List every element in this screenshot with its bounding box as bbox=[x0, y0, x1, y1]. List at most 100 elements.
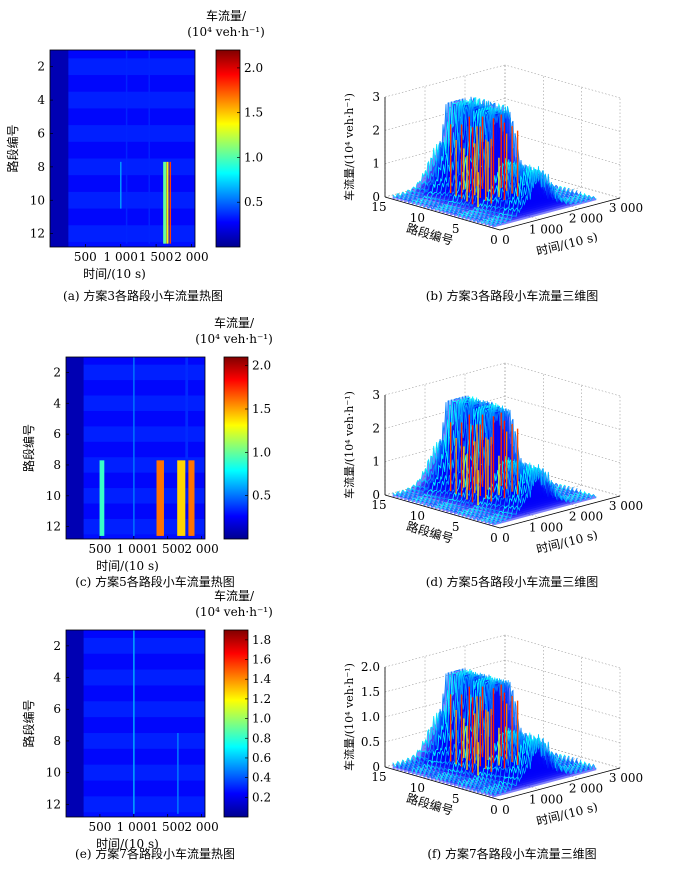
heatmap-row-band bbox=[83, 748, 205, 765]
caption: (d) 方案5各路段小车流量三维图 bbox=[426, 574, 599, 589]
surface-fill bbox=[492, 738, 597, 798]
grid-line bbox=[504, 659, 621, 694]
heatmap-row-band bbox=[83, 441, 205, 458]
y-tick-label: 0 bbox=[490, 803, 498, 817]
heatmap-row-band bbox=[68, 91, 195, 109]
panel-e: 500 1 000 1 500 2 000 2 4 6 8 10 12 时间/(10 s) 路段编号 0… bbox=[21, 588, 273, 861]
y-tick-label: 8 bbox=[37, 160, 45, 174]
x-axis-label: 时间/(10 s) bbox=[96, 837, 159, 851]
x-axis-label: 时间/(10 s) bbox=[96, 559, 159, 573]
surface-line bbox=[480, 462, 586, 522]
x-tick-label: 1 000 bbox=[529, 222, 563, 236]
heatmap-frame bbox=[65, 629, 206, 818]
y-tick-label: 10 bbox=[410, 509, 425, 523]
z-tick-label: 2.0 bbox=[361, 660, 380, 674]
x-tick-label: 1 000 bbox=[529, 520, 563, 534]
y-tick-label: 12 bbox=[30, 227, 45, 241]
heatmap-row-band bbox=[83, 764, 205, 781]
caption: (c) 方案5各路段小车流量热图 bbox=[75, 574, 235, 589]
heatmap-row-band bbox=[83, 733, 205, 749]
x-tick-label: 2 000 bbox=[184, 820, 218, 834]
y-tick-label: 15 bbox=[371, 498, 386, 512]
surface-line bbox=[480, 164, 586, 224]
y-axis-label: 路段编号 bbox=[21, 424, 36, 472]
heatmap-row-band bbox=[68, 108, 195, 126]
x-tick-label: 1 500 bbox=[139, 250, 173, 264]
colorbar-unit: (10⁴ veh·h⁻¹) bbox=[195, 332, 273, 346]
z-tick-label: 0 bbox=[372, 760, 380, 774]
surface-line bbox=[492, 169, 597, 227]
heatmap-row-band bbox=[83, 780, 205, 797]
heatmap-row-band bbox=[68, 191, 195, 209]
colorbar-tick-label: 0.4 bbox=[252, 771, 271, 785]
y-tick-label: 8 bbox=[53, 734, 61, 748]
x-tick-label: 2 000 bbox=[174, 250, 208, 264]
grid-line bbox=[504, 684, 621, 719]
heatmap-row-band bbox=[68, 58, 195, 76]
y-tick-label: 0 bbox=[490, 531, 498, 545]
y-tick-label: 10 bbox=[410, 781, 425, 795]
heatmap-cell bbox=[166, 161, 169, 244]
heatmap-row-band bbox=[83, 717, 205, 734]
colorbar-tick-label: 2.0 bbox=[252, 359, 271, 373]
surface-line bbox=[484, 735, 590, 795]
y-tick-label: 6 bbox=[37, 126, 45, 140]
y-tick-label: 2 bbox=[37, 60, 45, 74]
x-tick-label: 1 000 bbox=[529, 792, 563, 806]
colorbar-tick-label: 1.6 bbox=[252, 653, 271, 667]
z-tick-label: 2 bbox=[372, 123, 380, 137]
heatmap-cell bbox=[185, 357, 189, 459]
z-axis-label: 车流量/(10⁴ veh·h⁻¹) bbox=[342, 391, 356, 499]
y-tick-label: 5 bbox=[452, 520, 460, 534]
grid-line bbox=[504, 429, 621, 463]
x-tick-label: 3 000 bbox=[609, 771, 643, 785]
colorbar-tick-label: 1.4 bbox=[252, 672, 271, 686]
caption: (a) 方案3各路段小车流量热图 bbox=[63, 288, 223, 303]
y-tick-label: 6 bbox=[53, 427, 61, 441]
y-tick-label: 2 bbox=[53, 639, 61, 653]
heatmap-cell bbox=[188, 460, 195, 536]
surface-line bbox=[484, 167, 590, 225]
heatmap-row-band bbox=[83, 457, 205, 473]
heatmap-row-band bbox=[68, 75, 195, 92]
heatmap-row-band bbox=[83, 685, 205, 702]
heatmap-row-band bbox=[68, 141, 195, 159]
caption: (b) 方案3各路段小车流量三维图 bbox=[426, 288, 599, 303]
z-tick-label: 0 bbox=[372, 488, 380, 502]
y-tick-label: 8 bbox=[53, 458, 61, 472]
surface-fill bbox=[492, 467, 597, 526]
colorbar-tick-label: 0.6 bbox=[252, 751, 271, 765]
z-tick-label: 1 bbox=[372, 157, 380, 171]
grid-line bbox=[504, 362, 621, 397]
heatmap-cell bbox=[177, 733, 179, 814]
y-tick-label: 5 bbox=[452, 792, 460, 806]
colorbar-unit: (10⁴ veh·h⁻¹) bbox=[187, 25, 265, 39]
heatmap-early-region bbox=[66, 357, 84, 539]
x-tick-label: 1 500 bbox=[151, 820, 185, 834]
heatmap-row-band bbox=[68, 50, 195, 59]
x-tick-label: 0 bbox=[502, 803, 510, 817]
x-tick-label: 2 000 bbox=[184, 542, 218, 556]
surface-line bbox=[492, 737, 597, 797]
x-tick-label: 1 000 bbox=[117, 542, 151, 556]
x-tick-label: 3 000 bbox=[609, 201, 643, 215]
y-tick-label: 12 bbox=[46, 520, 61, 534]
colorbar-title: 车流量/ bbox=[214, 315, 255, 330]
x-tick-label: 1 000 bbox=[117, 820, 151, 834]
heatmap-row-band bbox=[83, 380, 205, 396]
heatmap-frame bbox=[65, 356, 206, 540]
grid-line bbox=[504, 396, 621, 430]
colorbar-title: 车流量/ bbox=[206, 8, 247, 23]
heatmap-cell bbox=[99, 460, 105, 536]
heatmap-row-band bbox=[68, 158, 195, 176]
y-tick-label: 10 bbox=[30, 193, 45, 207]
grid-line bbox=[384, 64, 506, 98]
x-axis-line bbox=[499, 495, 621, 529]
y-tick-label: 15 bbox=[371, 770, 386, 784]
heatmap-row-band bbox=[68, 125, 195, 142]
heatmap-early-region bbox=[66, 630, 84, 817]
heatmap-cell bbox=[169, 161, 172, 244]
y-tick-label: 4 bbox=[53, 396, 61, 410]
